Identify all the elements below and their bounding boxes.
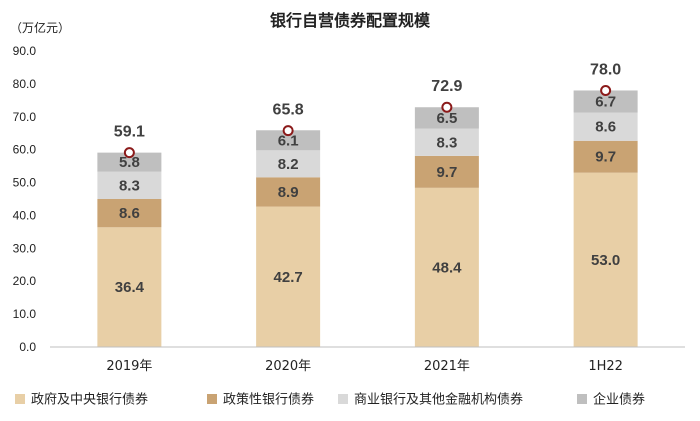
- x-axis: 2019年 2020年 2021年 1H22: [50, 346, 685, 374]
- legend-swatch: [207, 394, 217, 404]
- bar-value-label: 48.4: [432, 259, 462, 276]
- total-marker: [441, 101, 453, 113]
- legend-label: 政策性银行债券: [223, 392, 314, 408]
- bar-value-label: 42.7: [274, 269, 303, 286]
- total-marker: [282, 125, 294, 137]
- y-tick-label: 80.0: [13, 77, 37, 91]
- chart-title: 银行自营债券配置规模: [270, 11, 431, 30]
- bar-segment: [414, 155, 479, 188]
- y-tick-label: 10.0: [13, 307, 37, 321]
- x-tick-label: 2020年: [265, 359, 311, 374]
- bar-value-label: 8.3: [119, 177, 140, 194]
- bar-value-label: 6.7: [595, 93, 616, 110]
- y-tick-label: 50.0: [13, 176, 37, 190]
- y-tick-label: 20.0: [13, 274, 37, 288]
- bar-value-label: 36.4: [115, 279, 145, 296]
- bar-segment: [573, 112, 638, 141]
- bar-segment: [97, 227, 162, 347]
- legend-swatch: [15, 394, 25, 404]
- legend-swatch: [338, 394, 348, 404]
- bar-value-label: 9.7: [595, 149, 616, 166]
- y-tick-label: 60.0: [13, 143, 37, 157]
- bar-segment: [256, 150, 321, 178]
- bar-segment: [97, 171, 162, 199]
- y-tick-label: 0.0: [19, 340, 36, 354]
- bar-value-label: 8.3: [436, 134, 457, 151]
- bar-value-label: 6.1: [278, 132, 299, 149]
- y-tick-label: 90.0: [13, 44, 37, 58]
- total-marker: [600, 84, 612, 96]
- total-value-label: 59.1: [114, 124, 145, 141]
- bar-segment: [256, 177, 321, 207]
- bar-value-label: 8.6: [595, 119, 616, 136]
- total-marker: [123, 147, 135, 159]
- bar-segment: [573, 90, 638, 113]
- total-value-label: 78.0: [590, 61, 621, 78]
- bar-segment: [414, 187, 479, 347]
- legend: 政府及中央银行债券 政策性银行债券 商业银行及其他金融机构债券 企业债券: [15, 392, 645, 408]
- legend-swatch: [577, 394, 587, 404]
- y-tick-label: 40.0: [13, 208, 37, 222]
- bar-segment: [573, 140, 638, 173]
- x-tick-label: 2021年: [424, 359, 470, 374]
- x-tick-label: 1H22: [588, 359, 623, 374]
- bars: 36.4 8.6 8.3 5.8 59.1 42.7 8.9 8.2 6.1 65.8 48.4 9.…: [97, 61, 638, 347]
- bar-segment: [256, 206, 321, 347]
- bar-segment: [97, 199, 162, 228]
- bar-value-label: 9.7: [436, 164, 457, 181]
- bar-value-label: 5.8: [119, 154, 140, 171]
- bar-value-label: 6.5: [436, 110, 457, 127]
- unit-label: （万亿元）: [10, 20, 70, 35]
- x-tick-label: 2019年: [106, 359, 152, 374]
- y-tick-label: 30.0: [13, 241, 37, 255]
- bar-value-label: 53.0: [591, 252, 620, 269]
- legend-label: 商业银行及其他金融机构债券: [354, 392, 523, 408]
- y-tick-label: 70.0: [13, 110, 37, 124]
- bar-value-label: 8.2: [278, 156, 299, 173]
- bar-segment: [256, 130, 321, 151]
- total-value-label: 72.9: [431, 78, 462, 95]
- legend-label: 政府及中央银行债券: [31, 392, 148, 408]
- bar-segment: [573, 172, 638, 347]
- bar-value-label: 8.6: [119, 205, 140, 222]
- legend-label: 企业债券: [593, 392, 645, 408]
- bar-segment: [97, 152, 162, 172]
- total-value-label: 65.8: [273, 102, 304, 119]
- y-axis: 0.0 10.0 20.0 30.0 40.0 50.0 60.0 70.0 80.0 90.0: [13, 44, 37, 354]
- bar-value-label: 8.9: [278, 184, 299, 201]
- bar-segment: [414, 107, 479, 129]
- bar-segment: [414, 128, 479, 156]
